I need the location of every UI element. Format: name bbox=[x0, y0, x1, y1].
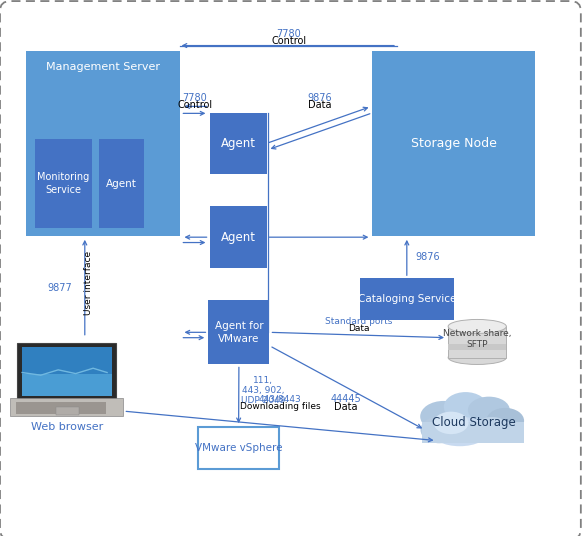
Ellipse shape bbox=[486, 408, 524, 434]
Text: 443/8443: 443/8443 bbox=[258, 395, 301, 404]
Text: 7780: 7780 bbox=[183, 93, 207, 103]
Bar bbox=[422, 422, 524, 443]
Bar bbox=[17, 343, 116, 399]
Ellipse shape bbox=[434, 412, 469, 434]
Bar bbox=[210, 113, 267, 174]
Text: 44445: 44445 bbox=[331, 394, 361, 404]
Bar bbox=[198, 427, 279, 469]
Text: Monitoring
Service: Monitoring Service bbox=[37, 173, 90, 195]
Bar bbox=[99, 139, 144, 228]
Bar bbox=[10, 398, 123, 416]
Bar bbox=[35, 139, 92, 228]
Ellipse shape bbox=[468, 397, 510, 423]
Text: User interface: User interface bbox=[84, 251, 93, 315]
Bar bbox=[26, 51, 180, 236]
Ellipse shape bbox=[473, 417, 511, 443]
Bar bbox=[208, 300, 269, 364]
Text: Storage Node: Storage Node bbox=[411, 137, 497, 150]
Text: 9877: 9877 bbox=[47, 283, 72, 293]
Text: Cataloging Service: Cataloging Service bbox=[357, 294, 456, 304]
Ellipse shape bbox=[420, 401, 467, 432]
Bar bbox=[22, 347, 112, 396]
Text: Agent: Agent bbox=[221, 137, 255, 150]
Text: 9876: 9876 bbox=[307, 93, 332, 103]
Bar bbox=[448, 326, 506, 358]
Text: VMware vSphere: VMware vSphere bbox=[195, 443, 282, 453]
Ellipse shape bbox=[431, 417, 489, 446]
Ellipse shape bbox=[444, 392, 488, 421]
Ellipse shape bbox=[448, 351, 506, 364]
Text: Data: Data bbox=[348, 324, 370, 333]
Text: Control: Control bbox=[271, 36, 306, 46]
Text: Agent for
VMware: Agent for VMware bbox=[215, 321, 263, 344]
Text: Agent: Agent bbox=[106, 178, 137, 189]
Text: Standard ports: Standard ports bbox=[325, 317, 392, 326]
Bar bbox=[16, 402, 106, 414]
Bar bbox=[56, 407, 79, 415]
Bar bbox=[22, 374, 112, 396]
Text: Cloud Storage: Cloud Storage bbox=[432, 416, 516, 429]
Bar bbox=[448, 344, 506, 350]
Bar bbox=[210, 206, 267, 268]
Text: 7780: 7780 bbox=[276, 29, 301, 39]
Text: Data: Data bbox=[308, 100, 331, 110]
Text: Agent: Agent bbox=[221, 230, 255, 244]
Text: Control: Control bbox=[178, 100, 212, 110]
Bar bbox=[360, 278, 454, 320]
Text: 111,
443, 902,
UDP 2049: 111, 443, 902, UDP 2049 bbox=[241, 376, 286, 405]
Ellipse shape bbox=[448, 319, 506, 333]
Text: Web browser: Web browser bbox=[31, 422, 103, 432]
Text: Downloading files: Downloading files bbox=[240, 402, 320, 411]
Ellipse shape bbox=[420, 416, 459, 443]
Text: Network share,
SFTP: Network share, SFTP bbox=[443, 329, 512, 349]
Text: Data: Data bbox=[334, 402, 357, 412]
Text: 9876: 9876 bbox=[416, 252, 440, 262]
Bar bbox=[372, 51, 535, 236]
Text: Management Server: Management Server bbox=[47, 62, 160, 72]
